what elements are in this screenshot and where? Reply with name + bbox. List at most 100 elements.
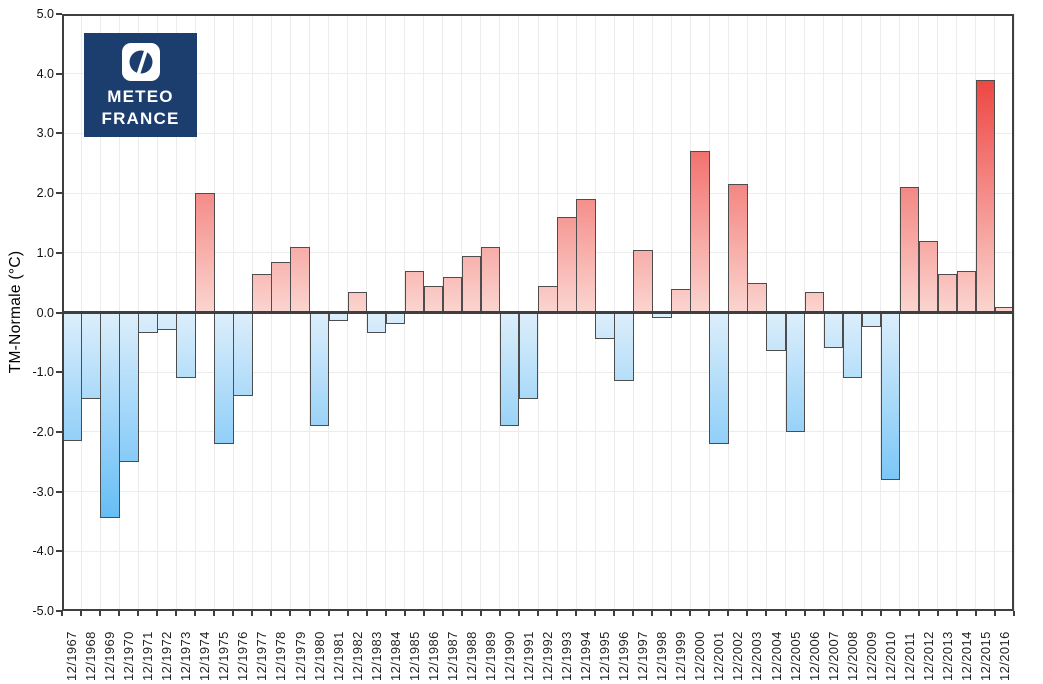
- y-tick-label: -4.0: [32, 544, 54, 559]
- x-tick-mark: [689, 611, 692, 616]
- x-tick-mark: [613, 611, 616, 616]
- bar-12-1984: [385, 312, 406, 325]
- y-tick-mark: [56, 311, 62, 314]
- x-tick-label: 12/1971: [140, 631, 156, 681]
- y-tick-mark: [56, 430, 62, 433]
- y-tick-label: 0.0: [36, 305, 54, 320]
- bar-12-1967: [62, 312, 82, 441]
- bar-12-2009: [861, 312, 882, 328]
- x-tick-label: 12/1990: [501, 631, 517, 681]
- bar-12-2010: [880, 312, 901, 480]
- x-tick-mark: [156, 611, 159, 616]
- x-tick-label: 12/1970: [121, 631, 137, 681]
- x-tick-mark: [460, 611, 463, 616]
- bar-12-1971: [138, 312, 158, 334]
- y-tick-label: 2.0: [36, 186, 54, 201]
- x-tick-mark: [175, 611, 178, 616]
- x-tick-label: 12/1972: [159, 631, 175, 681]
- x-tick-label: 12/1977: [254, 631, 270, 681]
- bar-12-1979: [290, 246, 310, 313]
- bar-12-1975: [214, 312, 234, 444]
- x-tick-label: 12/1986: [425, 631, 441, 681]
- x-tick-mark: [1013, 611, 1015, 616]
- bar-12-2001: [709, 312, 729, 444]
- y-tick-mark: [56, 610, 62, 612]
- x-tick-label: 12/1991: [520, 631, 536, 681]
- x-tick-label: 12/1995: [597, 631, 613, 681]
- x-tick-mark: [384, 611, 387, 616]
- x-tick-label: 12/1982: [349, 631, 365, 681]
- y-tick-mark: [56, 490, 62, 493]
- x-tick-mark: [993, 611, 996, 616]
- x-tick-label: 12/1973: [178, 631, 194, 681]
- x-tick-label: 12/1974: [197, 631, 213, 681]
- x-tick-label: 12/2000: [692, 631, 708, 681]
- bar-12-1978: [271, 261, 291, 313]
- bar-12-2011: [899, 187, 920, 313]
- x-tick-mark: [556, 611, 559, 616]
- x-tick-label: 12/1981: [330, 631, 346, 681]
- y-tick-mark: [56, 251, 62, 254]
- bar-12-1990: [499, 312, 520, 426]
- x-tick-label: 12/2007: [825, 631, 841, 681]
- x-tick-label: 12/1975: [216, 631, 232, 681]
- bar-12-1997: [633, 249, 653, 313]
- x-tick-label: 12/2009: [863, 631, 879, 681]
- y-tick-label: 5.0: [36, 7, 54, 21]
- x-tick-label: 12/1976: [235, 631, 251, 681]
- bar-12-2000: [690, 151, 710, 313]
- x-tick-mark: [594, 611, 597, 616]
- x-tick-label: 12/1983: [368, 631, 384, 681]
- bar-12-1972: [157, 312, 177, 331]
- y-tick-mark: [56, 72, 62, 75]
- bar-12-1977: [252, 273, 272, 313]
- y-tick-mark: [56, 13, 62, 15]
- x-tick-label: 12/1997: [635, 631, 651, 681]
- bar-12-2006: [804, 291, 825, 313]
- x-tick-label: 12/2014: [958, 631, 974, 681]
- x-tick-mark: [289, 611, 292, 616]
- meteo-france-logo: METEO FRANCE: [84, 33, 197, 137]
- x-tick-mark: [61, 611, 63, 616]
- x-tick-mark: [517, 611, 520, 616]
- x-tick-label: 12/2013: [939, 631, 955, 681]
- x-tick-mark: [365, 611, 368, 616]
- y-tick-label: 3.0: [36, 126, 54, 141]
- x-tick-mark: [308, 611, 311, 616]
- x-tick-mark: [651, 611, 654, 616]
- x-tick-mark: [137, 611, 140, 616]
- y-tick-label: 4.0: [36, 66, 54, 81]
- x-tick-label: 12/2004: [768, 631, 784, 681]
- x-tick-label: 12/1987: [444, 631, 460, 681]
- bar-12-1985: [404, 270, 425, 313]
- x-tick-mark: [232, 611, 235, 616]
- bar-12-2015: [975, 79, 996, 313]
- x-tick-label: 12/1989: [482, 631, 498, 681]
- x-tick-label: 12/1999: [673, 631, 689, 681]
- x-tick-label: 12/1994: [578, 631, 594, 681]
- y-tick-label: 1.0: [36, 245, 54, 260]
- x-tick-label: 12/1968: [83, 631, 99, 681]
- x-tick-mark: [841, 611, 844, 616]
- x-tick-mark: [251, 611, 254, 616]
- y-tick-mark: [56, 132, 62, 135]
- x-tick-mark: [708, 611, 711, 616]
- x-tick-label: 12/1980: [311, 631, 327, 681]
- bar-12-1980: [309, 312, 330, 426]
- bar-12-2007: [823, 312, 844, 349]
- x-tick-mark: [632, 611, 635, 616]
- bar-12-2012: [918, 240, 939, 313]
- bar-12-1995: [595, 312, 615, 340]
- bar-12-1988: [461, 255, 482, 313]
- bar-12-2002: [728, 184, 748, 313]
- bar-12-1991: [518, 312, 539, 400]
- x-tick-label: 12/1998: [654, 631, 670, 681]
- x-tick-mark: [99, 611, 102, 616]
- x-tick-mark: [822, 611, 825, 616]
- x-tick-label: 12/2015: [977, 631, 993, 681]
- x-tick-mark: [936, 611, 939, 616]
- bar-12-2013: [937, 273, 958, 313]
- x-tick-label: 12/1978: [273, 631, 289, 681]
- x-tick-mark: [118, 611, 121, 616]
